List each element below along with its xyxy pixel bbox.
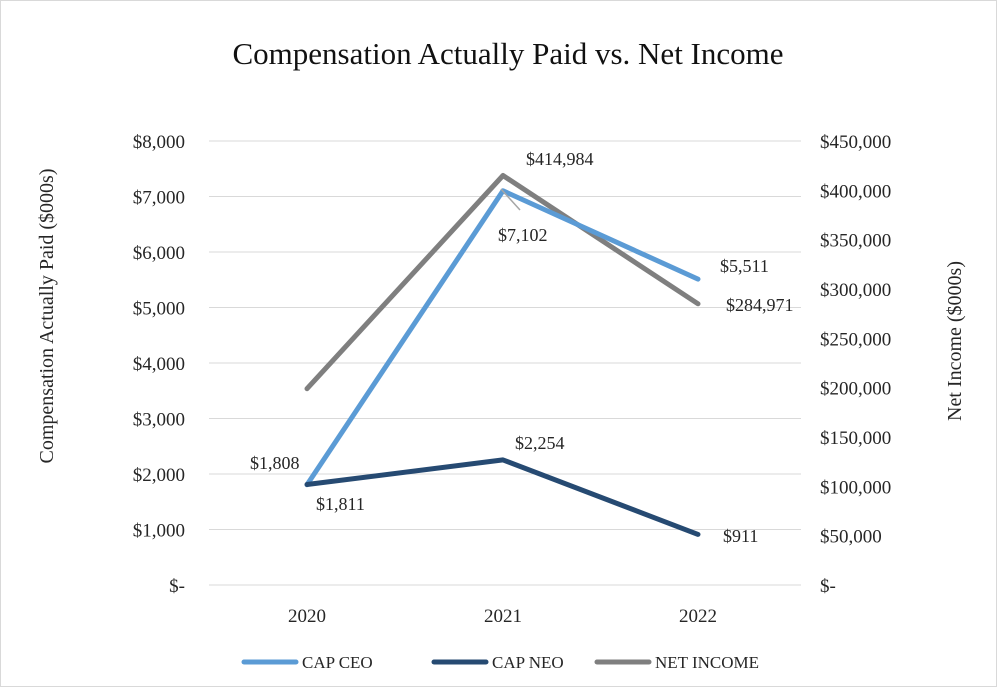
x-tick-label: 2020 [288, 606, 326, 627]
right-tick-label: $200,000 [820, 379, 891, 400]
legend-label-cap-ceo: CAP CEO [302, 653, 373, 672]
x-axis-ticks: 2020 2021 2022 [288, 606, 717, 627]
left-tick-label: $7,000 [133, 188, 185, 209]
data-label-cap-ceo: $1,808 [250, 453, 300, 473]
right-tick-label: $400,000 [820, 181, 891, 202]
right-tick-label: $450,000 [820, 132, 891, 153]
right-tick-label: $- [820, 576, 836, 597]
leader-line [500, 188, 521, 211]
right-axis-title: Net Income ($000s) [944, 261, 966, 421]
left-axis-title: Compensation Actually Paid ($000s) [36, 169, 58, 464]
left-tick-label: $5,000 [133, 299, 185, 320]
right-tick-label: $300,000 [820, 280, 891, 301]
legend-label-cap-neo: CAP NEO [492, 653, 564, 672]
right-tick-label: $100,000 [820, 477, 891, 498]
data-label-cap-neo: $2,254 [515, 433, 565, 453]
data-label-cap-neo: $911 [723, 526, 758, 546]
left-tick-label: $3,000 [133, 410, 185, 431]
series-line-net-income [304, 173, 701, 392]
right-tick-label: $150,000 [820, 428, 891, 449]
data-label-cap-neo: $1,811 [316, 494, 365, 514]
legend: CAP CEO CAP NEO NET INCOME [241, 653, 759, 672]
right-tick-label: $250,000 [820, 329, 891, 350]
left-tick-label: $1,000 [133, 521, 185, 542]
left-tick-label: $8,000 [133, 132, 185, 153]
right-axis-ticks: $- $50,000 $100,000 $150,000 $200,000 $250,00… [820, 132, 891, 597]
data-labels: $1,808 $7,102 $5,511 $1,811 $2,254 $911 $414,9… [250, 149, 794, 546]
series-line-cap-neo [304, 457, 701, 537]
gridlines [209, 140, 801, 586]
data-label-net-income: $414,984 [526, 149, 594, 169]
x-tick-label: 2021 [484, 606, 522, 627]
left-axis-ticks: $- $1,000 $2,000 $3,000 $4,000 $5,000 $6,000 $7… [133, 132, 185, 597]
data-label-net-income: $284,971 [726, 295, 794, 315]
left-tick-label: $- [169, 576, 185, 597]
data-label-cap-ceo: $7,102 [498, 225, 548, 245]
x-tick-label: 2022 [679, 606, 717, 627]
data-label-cap-ceo: $5,511 [720, 256, 769, 276]
right-tick-label: $350,000 [820, 231, 891, 252]
left-tick-label: $4,000 [133, 354, 185, 375]
left-tick-label: $6,000 [133, 243, 185, 264]
chart-title: Compensation Actually Paid vs. Net Incom… [232, 36, 783, 71]
left-tick-label: $2,000 [133, 465, 185, 486]
right-tick-label: $50,000 [820, 527, 882, 548]
legend-label-net-income: NET INCOME [655, 653, 759, 672]
